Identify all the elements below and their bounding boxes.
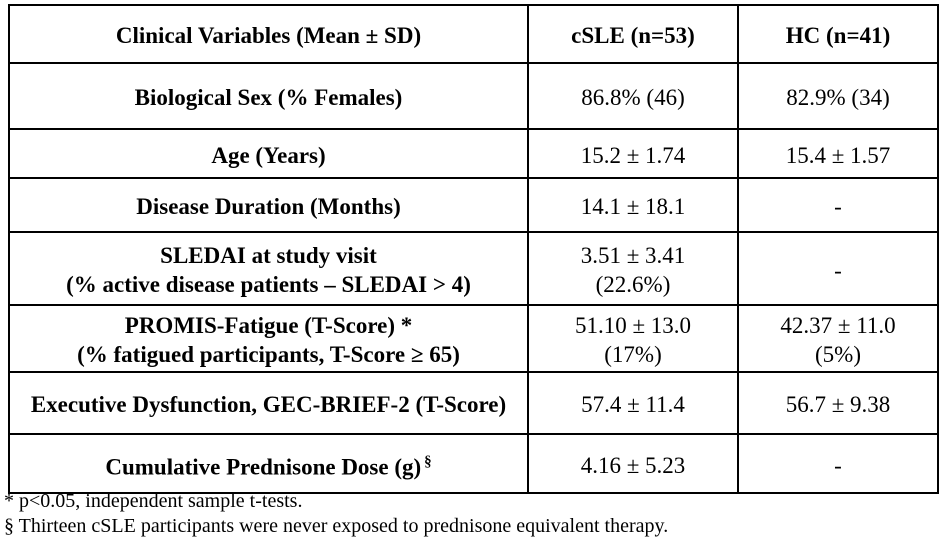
csle-value: 4.16 ± 5.23: [527, 433, 739, 494]
hc-value: 42.37 ± 11.0 (5%): [737, 304, 939, 373]
value-line: 86.8% (46): [581, 85, 685, 110]
table-row-disease-duration: Disease Duration (Months) 14.1 ± 18.1 -: [8, 177, 939, 233]
section-mark: §: [424, 454, 432, 471]
clinical-variables-table: Clinical Variables (Mean ± SD) cSLE (n=5…: [8, 4, 939, 494]
value-line: 4.16 ± 5.23: [580, 452, 686, 478]
table-row-age: Age (Years) 15.2 ± 1.74 15.4 ± 1.57: [8, 128, 939, 179]
table-row-biological-sex: Biological Sex (% Females) 86.8% (46) 82…: [8, 62, 939, 130]
value-line: 82.9% (34): [786, 85, 890, 110]
csle-value: 57.4 ± 11.4: [527, 371, 739, 435]
value-line: 42.37 ± 11.0: [780, 313, 896, 338]
column-header-hc: HC (n=41): [737, 4, 939, 64]
label-line: Disease Duration (Months): [136, 194, 401, 219]
footnotes: * p<0.05, independent sample t-tests. § …: [4, 489, 939, 539]
header-row: Clinical Variables (Mean ± SD) cSLE (n=5…: [8, 4, 939, 64]
value-line: (5%): [815, 342, 861, 367]
column-header-csle: cSLE (n=53): [527, 4, 739, 64]
value-line: 15.4 ± 1.57: [785, 142, 891, 168]
table-row-promis-fatigue: PROMIS-Fatigue (T-Score) * (% fatigued p…: [8, 304, 939, 373]
row-label: Age (Years): [8, 128, 529, 179]
value-line: (22.6%): [595, 272, 671, 297]
table-row-sledai: SLEDAI at study visit (% active disease …: [8, 231, 939, 306]
value-line: (17%): [604, 342, 662, 367]
label-line: Cumulative Prednisone Dose (g) §: [14, 448, 523, 482]
row-label: Disease Duration (Months): [8, 177, 529, 233]
value-line: 15.2 ± 1.74: [580, 142, 686, 168]
row-label: PROMIS-Fatigue (T-Score) * (% fatigued p…: [8, 304, 529, 373]
row-label: Cumulative Prednisone Dose (g) §: [8, 433, 529, 494]
hc-value: 56.7 ± 9.38: [737, 371, 939, 435]
hc-value: -: [737, 433, 939, 494]
value-line: 51.10 ± 13.0: [574, 313, 692, 338]
label-line: Age (Years): [211, 142, 326, 168]
hc-value: 82.9% (34): [737, 62, 939, 130]
label-line: PROMIS-Fatigue (T-Score) *: [124, 313, 413, 338]
value-line: 3.51 ± 3.41: [580, 243, 686, 268]
label-line: SLEDAI at study visit: [160, 243, 377, 268]
footnote-section: § Thirteen cSLE participants were never …: [4, 515, 669, 537]
label-line: Biological Sex (% Females): [134, 85, 403, 110]
csle-value: 51.10 ± 13.0 (17%): [527, 304, 739, 373]
label-line: (% fatigued participants, T-Score ≥ 65): [77, 342, 460, 367]
csle-value: 3.51 ± 3.41 (22.6%): [527, 231, 739, 306]
row-label: Biological Sex (% Females): [8, 62, 529, 130]
table-row-cumulative-prednisone: Cumulative Prednisone Dose (g) § 4.16 ± 5…: [8, 433, 939, 494]
table-row-executive-dysfunction: Executive Dysfunction, GEC-BRIEF-2 (T-Sc…: [8, 371, 939, 435]
csle-value: 86.8% (46): [527, 62, 739, 130]
csle-value: 14.1 ± 18.1: [527, 177, 739, 233]
value-line: 57.4 ± 11.4: [581, 392, 685, 417]
hc-value: -: [737, 231, 939, 306]
footnote-asterisk: * p<0.05, independent sample t-tests.: [4, 490, 303, 512]
row-label: Executive Dysfunction, GEC-BRIEF-2 (T-Sc…: [8, 371, 529, 435]
row-label: SLEDAI at study visit (% active disease …: [8, 231, 529, 306]
label-line: (% active disease patients – SLEDAI > 4): [66, 272, 471, 297]
value-line: -: [834, 257, 842, 283]
hc-value: 15.4 ± 1.57: [737, 128, 939, 179]
value-line: -: [834, 452, 842, 478]
value-line: -: [834, 194, 842, 219]
csle-value: 15.2 ± 1.74: [527, 128, 739, 179]
hc-value: -: [737, 177, 939, 233]
value-line: 14.1 ± 18.1: [580, 194, 686, 219]
value-line: 56.7 ± 9.38: [785, 392, 891, 417]
label-line: Executive Dysfunction, GEC-BRIEF-2 (T-Sc…: [30, 392, 507, 417]
column-header-variables: Clinical Variables (Mean ± SD): [8, 4, 529, 64]
label-text: Cumulative Prednisone Dose (g): [105, 454, 422, 480]
